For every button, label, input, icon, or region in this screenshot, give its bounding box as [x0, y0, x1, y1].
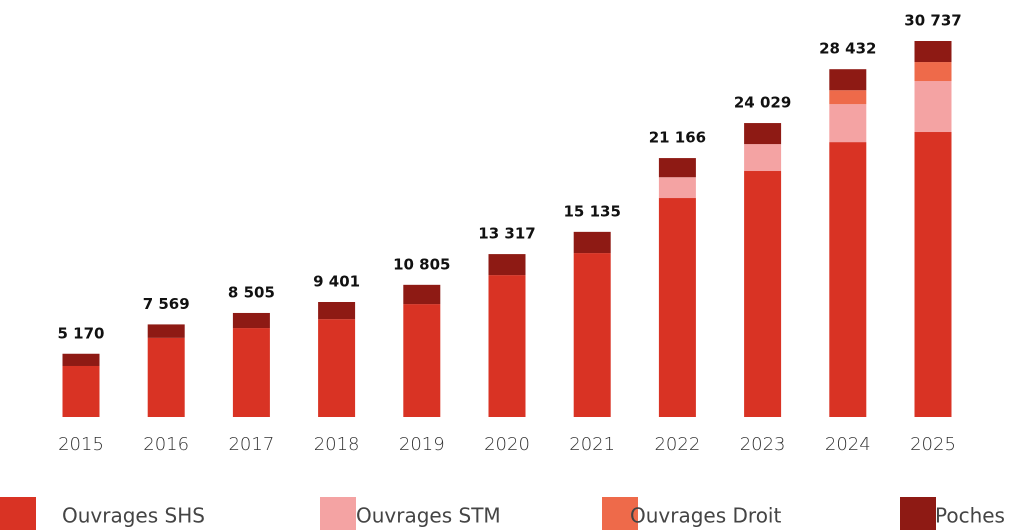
legend-label: Ouvrages SHS — [62, 504, 205, 528]
bar-segment — [829, 142, 867, 418]
bar-segment — [829, 104, 867, 143]
legend-swatch — [602, 497, 638, 530]
bar-segment — [914, 62, 952, 82]
bar-segment — [318, 301, 356, 320]
legend-swatch — [0, 497, 36, 530]
bar-segment — [658, 198, 696, 417]
bar-segment — [658, 177, 696, 199]
total-label: 8 505 — [228, 283, 275, 301]
total-label: 21 166 — [649, 129, 706, 147]
legend-label: Ouvrages STM — [356, 504, 501, 528]
legend-label: Ouvrages Droit — [630, 504, 781, 528]
legend-label: Poches — [935, 504, 1005, 528]
bar-segment — [62, 365, 100, 417]
total-label: 30 737 — [904, 12, 961, 30]
bar-segment — [658, 158, 696, 178]
legend-swatch — [320, 497, 356, 530]
bar-segment — [744, 171, 782, 417]
bar-segment — [403, 304, 441, 417]
total-label: 28 432 — [819, 40, 876, 58]
bar-segment — [914, 81, 952, 133]
bar-segment — [488, 254, 526, 276]
total-label: 24 029 — [734, 94, 791, 112]
bar-segment — [573, 253, 611, 417]
total-label: 9 401 — [313, 272, 360, 290]
bar-segment — [62, 353, 100, 366]
bar-segment — [829, 69, 867, 91]
x-tick-label: 2016 — [143, 434, 189, 455]
x-tick-label: 2019 — [399, 434, 445, 455]
x-tick-label: 2021 — [569, 434, 615, 455]
bar-segment — [147, 324, 185, 338]
bar-segment — [147, 337, 185, 417]
bar-segment — [403, 284, 441, 305]
bar-segment — [488, 275, 526, 417]
bar-segment — [232, 312, 270, 329]
x-tick-label: 2015 — [58, 434, 104, 455]
x-tick-label: 2025 — [910, 434, 956, 455]
x-tick-label: 2024 — [825, 434, 871, 455]
total-label: 5 170 — [58, 324, 105, 342]
x-tick-label: 2023 — [740, 434, 786, 455]
bar-segment — [232, 328, 270, 417]
total-label: 15 135 — [563, 202, 620, 220]
bar-segment — [318, 319, 356, 417]
total-label: 10 805 — [393, 255, 450, 273]
total-label: 13 317 — [478, 225, 535, 243]
bar-segment — [573, 231, 611, 254]
bar-segment — [744, 123, 782, 145]
legend-swatch — [900, 497, 936, 530]
bar-segment — [829, 90, 867, 105]
x-tick-label: 2022 — [654, 434, 700, 455]
bar-segment — [914, 132, 952, 417]
bar-segment — [744, 144, 782, 172]
bar-segment — [914, 41, 952, 63]
total-label: 7 569 — [143, 295, 190, 313]
x-tick-label: 2020 — [484, 434, 530, 455]
x-tick-label: 2017 — [228, 434, 274, 455]
x-tick-label: 2018 — [314, 434, 360, 455]
